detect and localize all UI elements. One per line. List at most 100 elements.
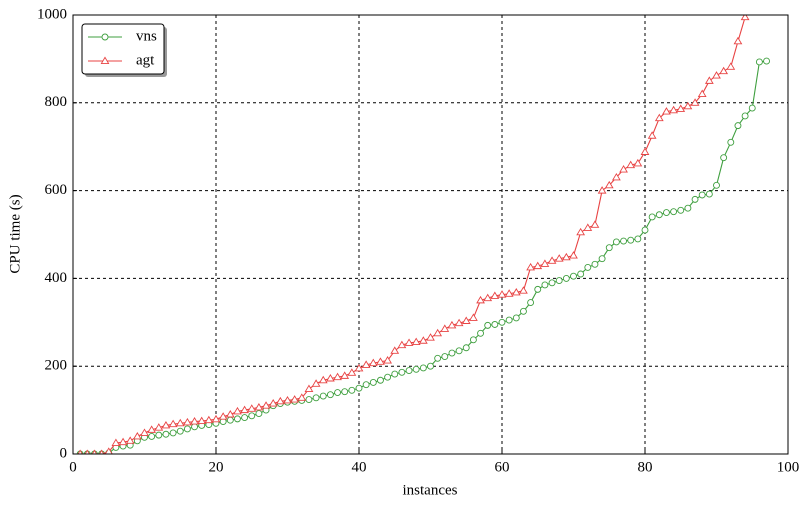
- x-tick-label: 0: [69, 459, 77, 475]
- data-point: [454, 318, 464, 327]
- x-tick-label: 40: [352, 459, 367, 475]
- data-point: [484, 321, 492, 329]
- data-point: [663, 209, 670, 217]
- data-point: [497, 290, 507, 298]
- data-point: [455, 347, 463, 355]
- data-point: [104, 447, 113, 454]
- data-point: [118, 437, 128, 446]
- data-point: [619, 165, 628, 173]
- data-point: [297, 393, 307, 401]
- data-point: [604, 180, 614, 189]
- data-point: [741, 112, 749, 120]
- data-point: [334, 389, 341, 396]
- data-point: [368, 358, 378, 367]
- x-tick-label: 60: [495, 459, 510, 475]
- data-point: [419, 364, 427, 372]
- data-point: [705, 190, 713, 198]
- data-point: [384, 373, 392, 381]
- data-point: [555, 277, 563, 285]
- data-point: [726, 62, 736, 70]
- data-point: [591, 260, 599, 268]
- x-tick-label: 80: [638, 459, 653, 475]
- data-point: [290, 395, 300, 403]
- axes-frame: [72, 14, 789, 455]
- data-point: [91, 449, 98, 454]
- x-tick-label: 20: [209, 459, 224, 475]
- data-point: [333, 372, 342, 381]
- data-point: [713, 181, 720, 189]
- data-point: [312, 394, 320, 402]
- data-point: [77, 449, 83, 454]
- data-point: [319, 392, 327, 400]
- data-point: [612, 238, 620, 246]
- data-point: [397, 340, 407, 349]
- data-point: [233, 415, 241, 423]
- data-point: [748, 104, 756, 112]
- data-point: [590, 220, 600, 228]
- data-point: [755, 58, 763, 66]
- data-point: [411, 337, 421, 346]
- data-point: [519, 286, 528, 294]
- data-point: [162, 430, 170, 438]
- data-point: [390, 346, 400, 354]
- data-point: [727, 138, 735, 146]
- data-point: [647, 131, 657, 139]
- data-point: [712, 71, 721, 79]
- y-tick-label: 800: [45, 94, 68, 110]
- data-point: [341, 388, 349, 396]
- data-point: [633, 158, 643, 167]
- data-point: [704, 76, 714, 84]
- y-tick-label: 200: [45, 358, 68, 374]
- data-point: [612, 172, 621, 181]
- data-point: [504, 289, 514, 297]
- data-point: [147, 425, 157, 433]
- data-point: [512, 314, 520, 322]
- data-point: [584, 263, 592, 271]
- data-point: [527, 299, 535, 306]
- data-point: [534, 285, 542, 293]
- data-point: [233, 406, 242, 415]
- data-point: [268, 399, 278, 407]
- data-point: [398, 368, 406, 376]
- data-point: [641, 226, 649, 234]
- data-point: [204, 415, 214, 424]
- data-point: [377, 376, 384, 384]
- data-point: [369, 378, 377, 386]
- data-point: [691, 195, 699, 203]
- data-point: [597, 186, 607, 194]
- data-point: [305, 396, 313, 404]
- data-point: [355, 384, 363, 392]
- data-point: [447, 320, 457, 329]
- data-point: [505, 316, 513, 324]
- data-point: [561, 252, 571, 261]
- data-point: [684, 204, 692, 212]
- grid: [73, 15, 788, 454]
- data-point: [719, 66, 729, 75]
- data-point: [763, 57, 770, 65]
- data-point: [476, 295, 485, 304]
- data-point: [662, 107, 671, 115]
- data-point: [562, 274, 570, 282]
- data-point: [211, 414, 221, 423]
- data-point: [677, 206, 685, 214]
- data-point: [175, 418, 185, 427]
- data-point: [540, 259, 550, 267]
- data-point: [255, 410, 263, 418]
- data-point: [570, 272, 577, 280]
- data-point: [541, 281, 549, 289]
- data-point: [197, 416, 207, 425]
- data-point: [547, 256, 557, 264]
- y-tick-label: 1000: [37, 6, 67, 22]
- data-point: [183, 425, 191, 433]
- data-point: [520, 307, 527, 315]
- data-point: [361, 360, 371, 368]
- data-point: [275, 396, 285, 405]
- data-point: [461, 316, 471, 324]
- data-point: [683, 101, 693, 110]
- data-point: [490, 291, 500, 299]
- data-point: [576, 227, 586, 236]
- data-point: [405, 367, 413, 375]
- data-point: [698, 191, 706, 199]
- data-point: [340, 371, 350, 379]
